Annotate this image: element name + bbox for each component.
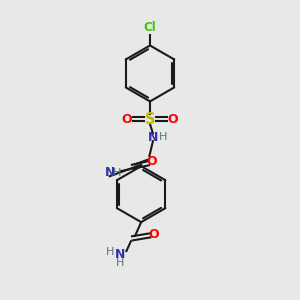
Text: Cl: Cl	[144, 21, 156, 34]
Text: H: H	[113, 168, 122, 178]
Text: O: O	[168, 112, 178, 126]
Text: S: S	[145, 112, 155, 127]
Text: N: N	[104, 166, 115, 179]
Text: O: O	[122, 112, 132, 126]
Text: H: H	[106, 247, 114, 256]
Text: N: N	[116, 248, 126, 261]
Text: O: O	[148, 228, 159, 241]
Text: H: H	[158, 132, 167, 142]
Text: H: H	[116, 258, 125, 268]
Text: O: O	[147, 155, 158, 168]
Text: N: N	[148, 131, 158, 144]
